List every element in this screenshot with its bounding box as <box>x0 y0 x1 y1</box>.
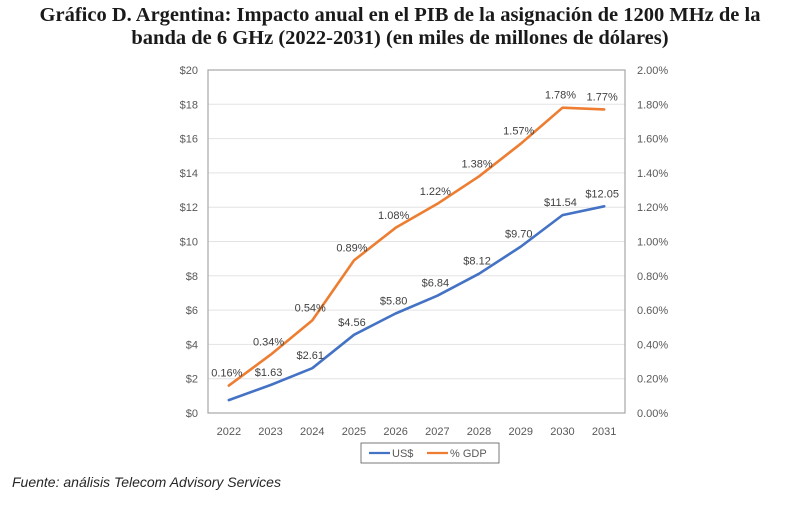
legend-label-gdp: % GDP <box>450 448 487 460</box>
y-left-tick-label: $20 <box>180 65 198 77</box>
series-line-gdp-pct <box>227 106 606 387</box>
series-line-usd <box>227 205 606 402</box>
data-label: $4.56 <box>338 317 366 329</box>
data-label: 0.16% <box>211 368 242 380</box>
y-axis-left: $0 $2 $4 $6 $8 $10 $12 $14 $16 $18 $20 <box>180 65 198 420</box>
plot-area <box>207 69 626 414</box>
x-tick-label: 2022 <box>217 426 241 438</box>
data-label: $11.54 <box>544 197 577 209</box>
y-right-tick-label: 1.00% <box>637 237 668 249</box>
x-tick-label: 2030 <box>550 426 574 438</box>
data-label: 1.22% <box>420 186 451 198</box>
legend-label-usd: US$ <box>392 448 413 460</box>
y-right-tick-label: 1.60% <box>637 134 668 146</box>
y-left-tick-label: $16 <box>180 134 198 146</box>
data-label: 1.38% <box>461 158 492 170</box>
y-axis-right: 0.00% 0.20% 0.40% 0.60% 0.80% 1.00% 1.20% 1.40%… <box>637 65 668 420</box>
y-right-tick-label: 0.40% <box>637 339 668 351</box>
y-right-tick-label: 0.20% <box>637 374 668 386</box>
y-right-tick-label: 0.00% <box>637 408 668 420</box>
data-label: 0.34% <box>253 337 284 349</box>
data-label: $2.61 <box>296 350 324 362</box>
x-tick-label: 2025 <box>342 426 366 438</box>
chart-title-line-1: Gráfico D. Argentina: Impacto anual en e… <box>39 4 761 26</box>
source-note: Fuente: análisis Telecom Advisory Servic… <box>12 474 281 490</box>
y-left-tick-label: $12 <box>180 202 198 214</box>
y-left-tick-label: $0 <box>186 408 198 420</box>
data-label: 0.54% <box>295 302 326 314</box>
y-right-tick-label: 1.80% <box>637 99 668 111</box>
data-label: $12.05 <box>585 188 619 200</box>
data-labels: $1.63 $2.61 $4.56 $5.80 $6.84 $8.12 $9.70 $11.5… <box>211 90 619 380</box>
chart-title-line-2: banda de 6 GHz (2022-2031) (en miles de … <box>131 27 669 49</box>
data-label: $5.80 <box>380 296 408 308</box>
x-tick-label: 2029 <box>509 426 533 438</box>
data-label: 1.78% <box>545 90 576 102</box>
x-tick-label: 2026 <box>383 426 407 438</box>
y-right-tick-label: 1.40% <box>637 168 668 180</box>
x-tick-label: 2024 <box>300 426 324 438</box>
x-tick-label: 2027 <box>425 426 449 438</box>
y-right-tick-label: 1.20% <box>637 202 668 214</box>
data-label: 0.89% <box>336 242 367 254</box>
y-left-tick-label: $2 <box>186 374 198 386</box>
data-label: $9.70 <box>505 229 533 241</box>
data-label: $1.63 <box>255 367 283 379</box>
y-left-tick-label: $4 <box>186 339 198 351</box>
gridlines <box>208 103 625 380</box>
legend: US$ % GDP <box>360 442 500 464</box>
x-tick-label: 2028 <box>467 426 491 438</box>
data-label: 1.08% <box>378 210 409 222</box>
y-right-tick-label: 2.00% <box>637 65 668 77</box>
y-right-tick-label: 0.60% <box>637 305 668 317</box>
data-label: 1.57% <box>503 126 534 138</box>
data-label: 1.77% <box>587 91 618 103</box>
y-left-tick-label: $14 <box>180 168 198 180</box>
y-left-tick-label: $10 <box>180 237 198 249</box>
y-right-tick-label: 0.80% <box>637 271 668 283</box>
y-left-tick-label: $18 <box>180 99 198 111</box>
series-lines <box>227 106 606 402</box>
x-tick-label: 2031 <box>592 426 616 438</box>
data-label: $6.84 <box>422 278 450 290</box>
chart-title: Gráfico D. Argentina: Impacto anual en e… <box>0 4 800 50</box>
y-left-tick-label: $6 <box>186 305 198 317</box>
y-left-tick-label: $8 <box>186 271 198 283</box>
data-label: $8.12 <box>463 256 491 268</box>
x-axis: 2022 2023 2024 2025 2026 2027 2028 2029 2030 2031 <box>217 426 617 438</box>
x-tick-label: 2023 <box>258 426 282 438</box>
